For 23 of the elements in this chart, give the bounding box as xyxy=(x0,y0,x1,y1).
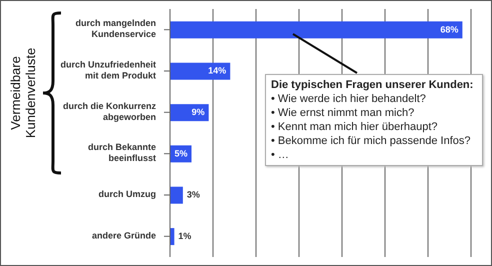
text: Vermeidbare Kundenverluste xyxy=(8,46,38,140)
y-tick-label: durch die Konkurrenz abgeworben xyxy=(62,101,156,122)
data-label: 1% xyxy=(178,230,192,241)
data-label: 9% xyxy=(192,106,205,117)
annotation: Die typischen Fragen unserer Kunden: xyxy=(271,78,474,92)
data-label: 14% xyxy=(208,66,226,76)
annotation: • Kennt man mich hier überhaupt? xyxy=(271,120,439,134)
y-tick-label: durch mangelnden Kundenservice xyxy=(75,18,156,40)
y-tick-label: andere Gründe xyxy=(92,230,156,241)
annotation: • … xyxy=(271,148,290,162)
data-label: 5% xyxy=(174,148,188,158)
bar xyxy=(170,186,183,204)
annotation: • Wie ernst nimmt man mich? xyxy=(271,106,416,120)
annotation: • Bekomme ich für mich passende Infos? xyxy=(271,134,472,148)
y-tick-label: durch Unzufriedenheit mit dem Produkt xyxy=(60,60,156,81)
bar xyxy=(170,228,174,246)
y-tick-label: durch Bekannte beeinflusst xyxy=(88,142,156,164)
annotation: • Wie werde ich hier behandelt? xyxy=(271,92,427,106)
y-tick-label: durch Umzug xyxy=(98,189,156,200)
bar xyxy=(170,21,462,38)
data-label: 68% xyxy=(440,24,458,34)
data-label: 3% xyxy=(186,190,200,200)
bar xyxy=(170,62,230,80)
